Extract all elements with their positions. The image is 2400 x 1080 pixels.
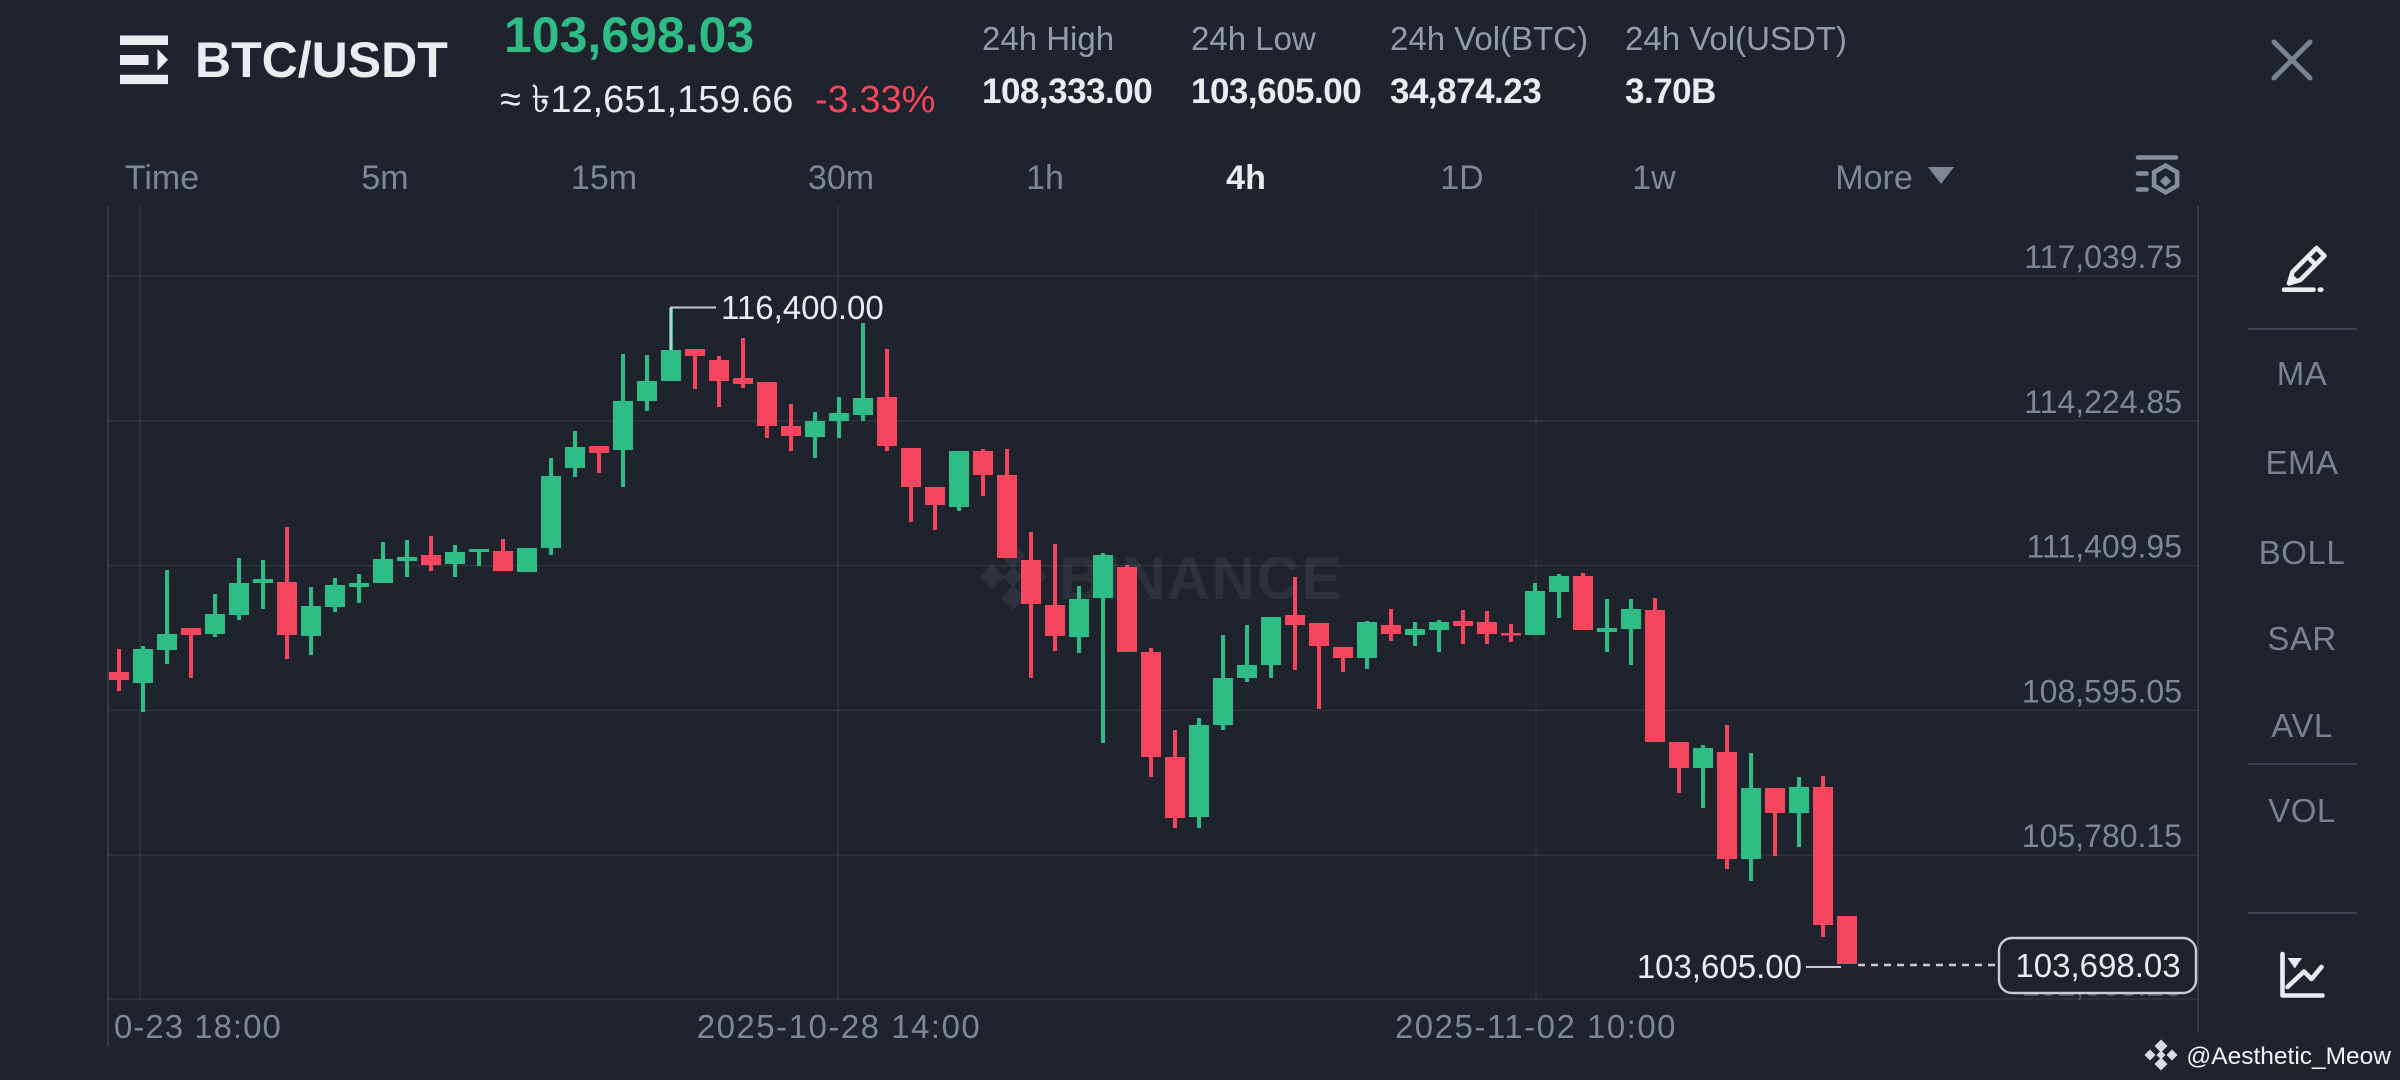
svg-text:-3.33%: -3.33% xyxy=(815,79,935,121)
svg-text:SAR: SAR xyxy=(2267,620,2336,657)
svg-text:116,400.00: 116,400.00 xyxy=(721,289,884,326)
svg-text:3.70B: 3.70B xyxy=(1625,72,1716,111)
svg-text:2025-10-28 14:00: 2025-10-28 14:00 xyxy=(697,1008,982,1045)
svg-text:24h Low: 24h Low xyxy=(1191,20,1316,57)
svg-text:2025-11-02 10:00: 2025-11-02 10:00 xyxy=(1395,1008,1677,1045)
svg-text:0-23 18:00: 0-23 18:00 xyxy=(114,1008,282,1045)
svg-text:BOLL: BOLL xyxy=(2259,534,2345,571)
svg-text:111,409.95: 111,409.95 xyxy=(2027,529,2182,565)
svg-text:VOL: VOL xyxy=(2268,792,2336,829)
svg-text:1D: 1D xyxy=(1440,159,1483,197)
svg-text:103,698.03: 103,698.03 xyxy=(2015,947,2180,984)
svg-text:≈ ৳12,651,159.66: ≈ ৳12,651,159.66 xyxy=(500,79,793,121)
svg-text:BTC/USDT: BTC/USDT xyxy=(195,32,448,88)
svg-text:105,780.15: 105,780.15 xyxy=(2022,818,2182,854)
svg-text:24h Vol(USDT): 24h Vol(USDT) xyxy=(1625,20,1847,57)
svg-text:1h: 1h xyxy=(1026,159,1064,197)
svg-text:@Aesthetic_Meow: @Aesthetic_Meow xyxy=(2186,1043,2391,1070)
svg-text:24h High: 24h High xyxy=(982,20,1114,57)
svg-text:MA: MA xyxy=(2277,355,2328,392)
svg-text:103,698.03: 103,698.03 xyxy=(504,7,754,63)
svg-text:117,039.75: 117,039.75 xyxy=(2024,239,2182,275)
svg-text:114,224.85: 114,224.85 xyxy=(2024,384,2182,420)
svg-text:34,874.23: 34,874.23 xyxy=(1390,72,1541,111)
svg-text:108,333.00: 108,333.00 xyxy=(982,72,1152,111)
svg-text:30m: 30m xyxy=(808,159,874,197)
svg-text:15m: 15m xyxy=(571,159,637,197)
svg-text:108,595.05: 108,595.05 xyxy=(2022,673,2182,709)
svg-text:More: More xyxy=(1835,159,1912,197)
svg-text:EMA: EMA xyxy=(2265,444,2338,481)
svg-text:4h: 4h xyxy=(1226,159,1266,197)
svg-text:AVL: AVL xyxy=(2271,707,2332,744)
svg-text:103,605.00: 103,605.00 xyxy=(1191,72,1361,111)
svg-text:24h Vol(BTC): 24h Vol(BTC) xyxy=(1390,20,1588,57)
svg-text:Time: Time xyxy=(125,159,199,197)
svg-text:103,605.00: 103,605.00 xyxy=(1637,948,1802,985)
svg-text:5m: 5m xyxy=(361,159,408,197)
svg-text:1w: 1w xyxy=(1632,159,1676,197)
